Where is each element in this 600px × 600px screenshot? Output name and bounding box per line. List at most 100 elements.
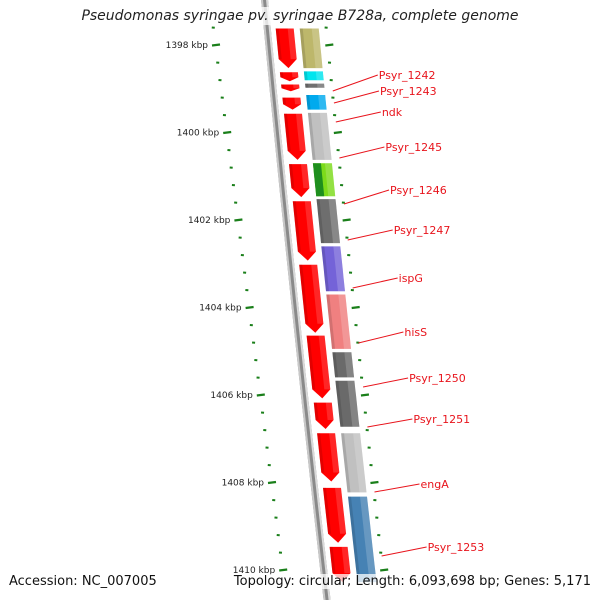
gene-block-shade [317,83,325,88]
gene-block-hiss[interactable] [326,294,351,349]
gene-label-psyr_1242[interactable]: Psyr_1242 [379,69,436,82]
cds-arrow [306,335,331,399]
gene-label-psyr_1250[interactable]: Psyr_1250 [409,372,466,385]
gene-label-psyr_1247[interactable]: Psyr_1247 [394,224,451,237]
gene-block-edge [348,496,361,583]
gene-block-edge [321,246,329,292]
cds-arrow-edge [313,402,319,420]
major-tick [223,130,232,135]
gene-label-psyr_1253[interactable]: Psyr_1253 [428,541,485,554]
gene-block-psyr_1251[interactable] [335,380,360,427]
kbp-label: 1400 kbp [177,129,220,139]
map-title-text: Pseudomonas syringae pv. syringae B728a,… [77,7,523,25]
cds-arrow-edge [282,97,287,105]
cds-arrow-shade [291,72,299,78]
gene-block-edge [335,380,344,427]
gene-block-psyr_1245[interactable] [307,112,332,160]
gene-block-edge [299,28,307,69]
gene-block-shade [338,294,351,349]
cds-arrow-shade [341,546,351,574]
gene-block-psyr_1253[interactable] [348,496,377,583]
gene-label-ndk[interactable]: ndk [382,106,403,119]
cds-arrow-edge [329,546,336,574]
major-tick-outer [370,480,379,485]
gene-block-psyr_1242[interactable] [303,71,324,81]
gene-block-edge [305,83,309,88]
major-tick [234,218,243,222]
major-tick [256,393,265,397]
gene-block-edge [306,95,311,110]
leader-line [335,111,381,123]
gene-label-psyr_1243[interactable]: Psyr_1243 [380,85,437,98]
cds-arrow-shade [318,335,331,390]
cds-arrow-edge [275,28,282,60]
cds-arrow [279,72,299,82]
gene-block-shade [360,496,377,583]
cds-arrow-edge [281,84,285,89]
gene-block-edge [326,294,335,349]
accession-text: Accession: NC_007005 [9,574,157,589]
gene-label-enga[interactable]: engA [420,478,449,491]
gene-block[interactable] [299,28,323,69]
cds-arrow [313,402,334,429]
cds-arrow-shade [296,113,306,151]
cds-arrow [289,164,310,198]
gene-block-edge [332,352,339,378]
gene-label-psyr_1246[interactable]: Psyr_1246 [390,184,447,197]
gene-label-hiss[interactable]: hisS [404,326,427,339]
leader-line [343,189,390,205]
major-tick [267,480,277,485]
cds-arrow-edge [289,164,295,189]
leader-line [347,229,393,241]
leader-line [332,74,378,92]
cds-arrow [292,201,316,261]
gene-block-shade [315,71,324,81]
gene-block-edge [307,112,316,160]
cds-arrow-shade [329,433,340,473]
gene-block-edge [303,71,308,81]
leader-line [339,146,385,159]
cds-arrow-shade [301,164,310,189]
cds-arrow [299,264,324,333]
kbp-label: 1406 kbp [210,391,253,401]
gene-block-ndk[interactable] [306,95,327,110]
gene-block-shade [318,95,327,110]
gene-block-ispg[interactable] [321,246,345,292]
gene-block-enga[interactable] [341,433,367,493]
leader-line [358,331,404,344]
gene-block-shade [319,112,332,160]
gene-track [299,28,377,583]
gene-block-shade [353,433,367,493]
gene-block-psyr_1243[interactable] [305,83,325,88]
kbp-label: 1404 kbp [199,304,242,314]
major-tick-outer [333,130,342,135]
gene-label-psyr_1251[interactable]: Psyr_1251 [413,413,470,426]
gene-block-shade [311,28,323,69]
backbone-track [261,0,331,600]
gene-block-shade [324,163,336,197]
leader-line [362,377,409,388]
cds-arrow-edge [292,201,301,252]
kbp-label: 1410 kbp [233,566,276,576]
cds-arrow-edge [306,335,316,390]
ruler-ticks: 1398 kbp 1400 kbp 1402 kbp 1404 kbp 1406 kbp… [166,26,389,576]
kbp-label: 1398 kbp [166,41,209,51]
cds-arrow [323,487,347,543]
cds-arrow [329,546,351,583]
cds-arrow-shade [293,84,300,89]
gene-label-psyr_1245[interactable]: Psyr_1245 [385,141,442,154]
gene-block-shade [344,352,355,378]
cds-arrow-edge [284,113,291,151]
kbp-label: 1402 kbp [188,216,231,226]
major-tick-outer [380,568,389,572]
cds-arrow-edge [317,433,325,473]
major-tick [279,568,288,572]
gene-block-edge [316,199,324,244]
gene-block-psyr_1250[interactable] [332,352,355,378]
cds-track [275,28,351,583]
gene-block-psyr_1247[interactable] [316,199,341,244]
cds-arrow-shade [335,487,347,534]
leader-line [381,546,427,557]
gene-label-ispg[interactable]: ispG [399,272,423,285]
